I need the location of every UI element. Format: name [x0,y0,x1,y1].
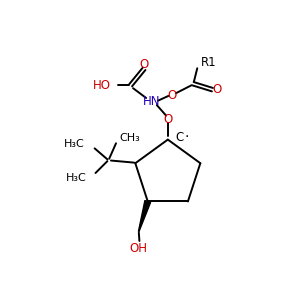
Text: R1: R1 [200,56,216,68]
Text: OH: OH [130,242,148,256]
Text: CH₃: CH₃ [120,133,141,143]
Text: O: O [140,58,149,70]
Text: O: O [212,83,222,96]
Text: HN: HN [143,95,160,108]
Text: HO: HO [93,79,111,92]
Text: O: O [163,113,172,126]
Text: H₃C: H₃C [64,139,85,149]
Text: O: O [168,89,177,102]
Text: H₃C: H₃C [65,173,86,183]
Text: C: C [176,131,184,144]
Polygon shape [139,201,151,231]
Text: ·: · [185,130,189,144]
